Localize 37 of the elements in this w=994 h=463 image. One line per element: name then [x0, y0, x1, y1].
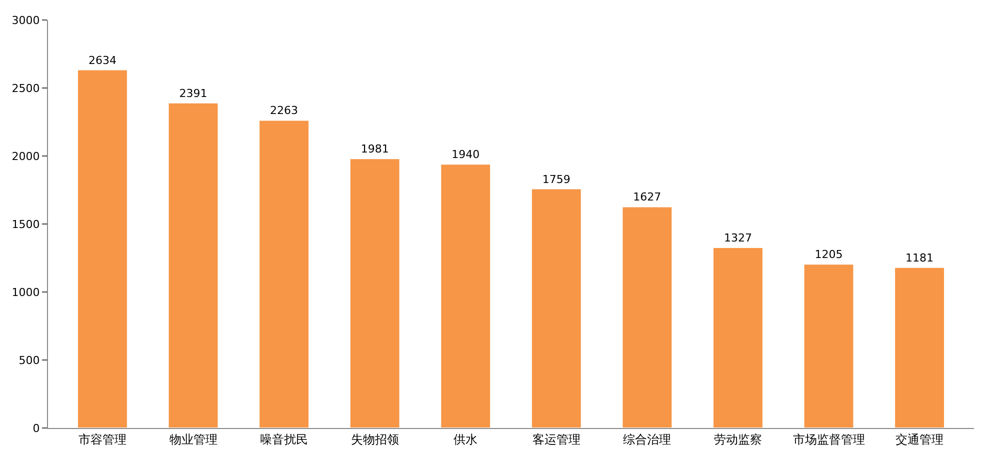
y-tick-label: 3000	[12, 14, 40, 27]
y-tick-label: 500	[18, 354, 40, 367]
y-tick-label: 1500	[12, 218, 40, 231]
bar	[440, 164, 492, 428]
x-tick-label: 综合治理	[623, 432, 672, 446]
data-label: 1981	[360, 142, 389, 156]
x-tick-label: 客运管理	[532, 432, 580, 446]
bar	[894, 266, 945, 428]
y-tick-label: 1000	[12, 286, 40, 299]
y-tick-label: 2500	[12, 82, 40, 95]
bar	[622, 206, 673, 428]
y-tick-label: 2000	[12, 150, 40, 163]
x-tick-label: 失物招领	[350, 432, 399, 446]
bar	[803, 264, 854, 428]
y-tick-label: 0	[32, 422, 40, 435]
x-tick-label: 市场监督管理	[792, 432, 865, 446]
data-label: 1181	[906, 251, 934, 264]
bar	[530, 188, 582, 428]
data-label: 1205	[814, 248, 843, 262]
data-label: 1940	[452, 148, 480, 162]
data-label: 1759	[542, 172, 570, 186]
data-label: 2263	[270, 104, 298, 118]
bar	[258, 120, 310, 428]
bar	[168, 102, 219, 428]
data-label: 2391	[179, 86, 208, 100]
bar	[349, 158, 400, 428]
bar	[712, 247, 764, 428]
bar	[77, 69, 128, 428]
data-label: 1327	[724, 232, 752, 245]
x-tick-label: 噪音扰民	[260, 432, 308, 446]
x-tick-label: 交通管理	[896, 432, 944, 446]
data-label: 2634	[88, 54, 116, 67]
x-tick-label: 劳动监察	[714, 432, 762, 446]
data-label: 1627	[633, 190, 662, 204]
x-tick-label: 市容管理	[78, 432, 126, 446]
x-tick-label: 物业管理	[169, 432, 218, 446]
x-tick-label: 供水	[454, 432, 478, 446]
